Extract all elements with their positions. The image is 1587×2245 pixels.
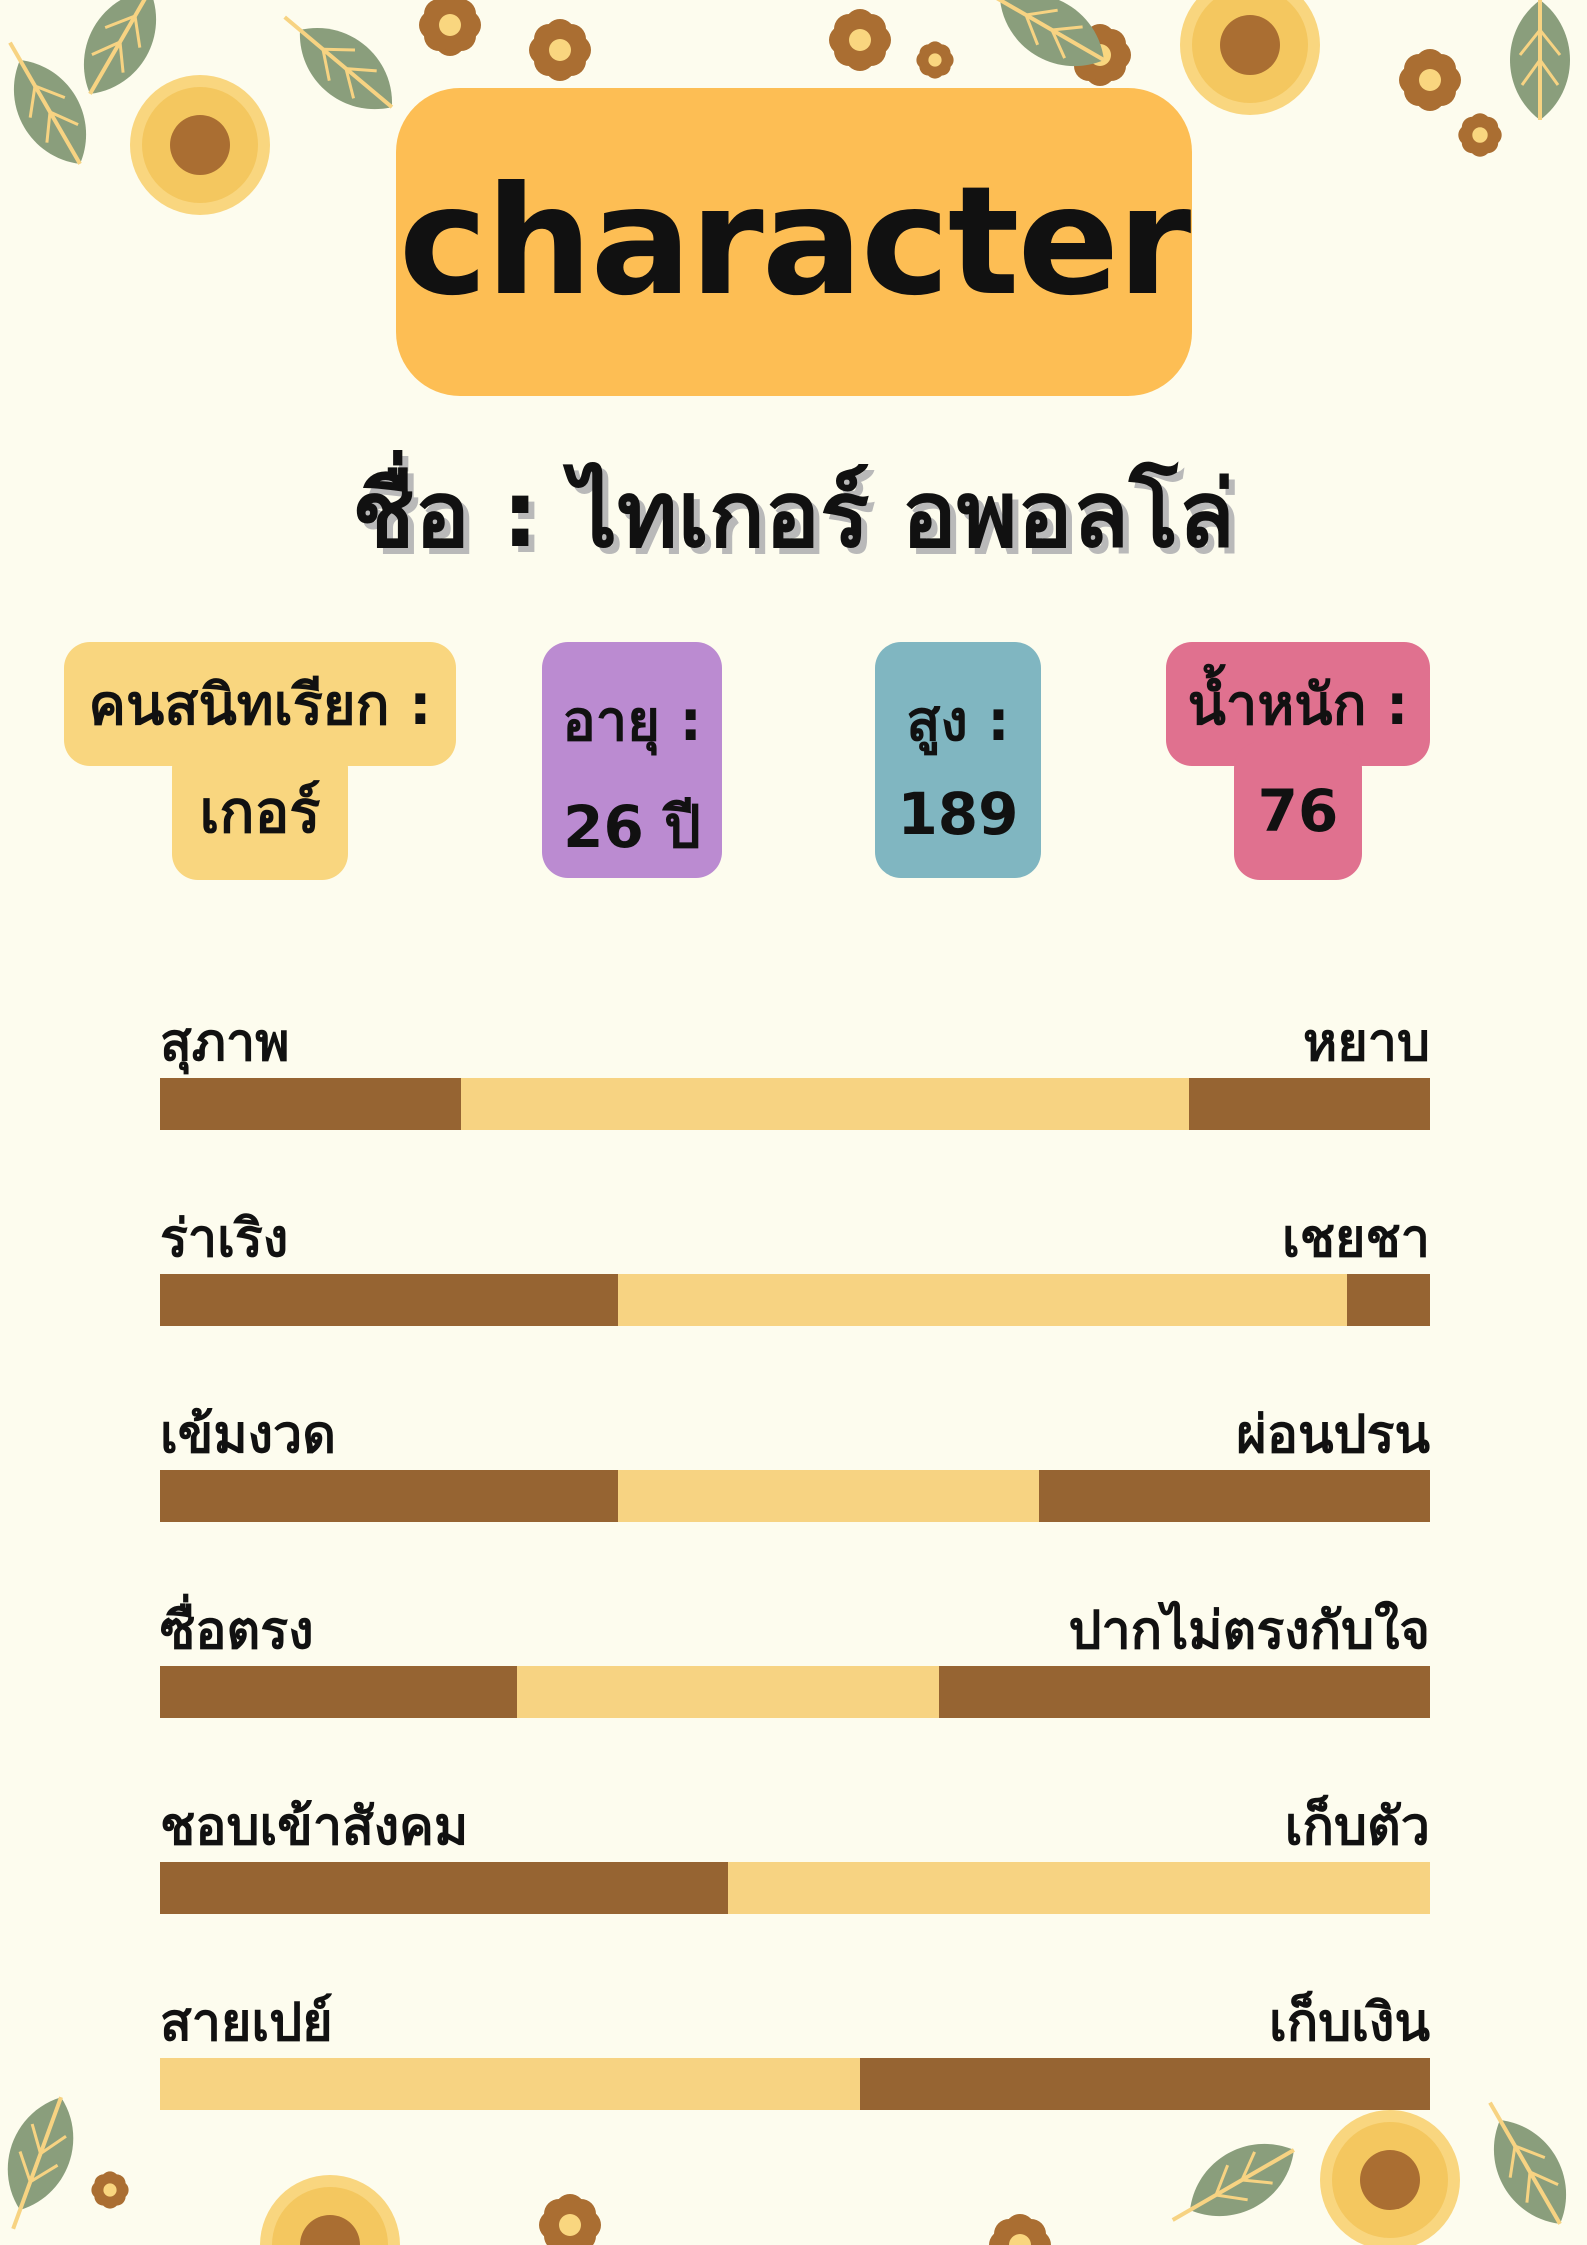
trait-scale-bar [160,1666,1430,1718]
trait-right-label: เก็บเงิน [1269,1993,1430,2053]
trait-scale-right-segment [859,2058,1430,2110]
trait-right-label: ผ่อนปรน [1236,1405,1430,1465]
trait-scale-left-segment [160,1666,517,1718]
nickname-value-box: เกอร์ [172,742,348,880]
trait-scale-bar [160,1274,1430,1326]
height-pill: สูง : 189 [875,642,1041,878]
trait-scale-bar [160,1862,1430,1914]
trait-scale-bar [160,2058,1430,2110]
trait-scale-right-segment [1038,1470,1430,1522]
trait-left-label: ชอบเข้าสังคม [160,1797,469,1857]
trait-scale-left-segment [160,1078,461,1130]
trait-scale-right-segment [1347,1274,1430,1326]
trait-right-label: หยาบ [1303,1013,1430,1073]
age-pill: อายุ : 26 ปี [542,642,722,878]
trait-scale-right-segment [1188,1078,1430,1130]
weight-pill: น้ำหนัก : 76 [1166,642,1430,880]
trait-left-label: ซื่อตรง [160,1601,314,1661]
trait-right-label: เชยชา [1281,1209,1430,1269]
trait-right-label: ปากไม่ตรงกับใจ [1068,1601,1430,1661]
age-label: อายุ : [562,689,702,754]
trait-scale-left-segment [160,1862,728,1914]
trait-right-label: เก็บตัว [1284,1797,1430,1857]
nickname-value: เกอร์ [199,777,321,846]
trait-scale-bar [160,1078,1430,1130]
trait-left-label: เข้มงวด [160,1405,336,1465]
trait-left-label: สายเปย์ [160,1993,333,2053]
height-label: สูง : [906,689,1010,754]
height-value: 189 [897,780,1019,848]
trait-left-label: สุภาพ [160,1013,290,1073]
trait-scale-left-segment [160,1274,619,1326]
page-title: character [398,155,1191,329]
nickname-label: คนสนิทเรียก : [88,672,432,738]
nickname-pill: คนสนิทเรียก : เกอร์ [64,642,456,880]
character-name: ชื่อ : ไทเกอร์ อพอลโล่ [352,461,1235,568]
age-value: 26 ปี [563,793,701,861]
weight-value-box: 76 [1234,742,1362,880]
weight-label: น้ำหนัก : [1187,672,1409,738]
trait-left-label: ร่าเริง [160,1209,289,1269]
trait-scale-bar [160,1470,1430,1522]
trait-scale-right-segment [938,1666,1430,1718]
weight-value: 76 [1257,777,1339,845]
trait-scale-left-segment [160,1470,619,1522]
title-banner: character [396,88,1192,396]
